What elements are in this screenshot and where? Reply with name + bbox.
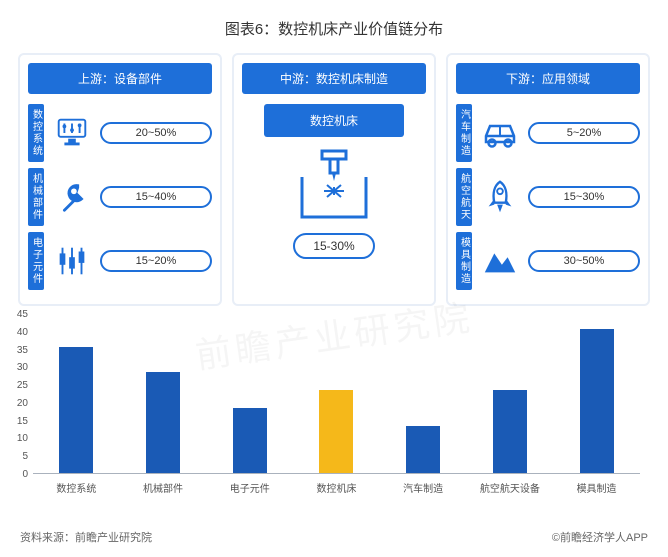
y-tick: 10 (10, 434, 28, 444)
downstream-item: 汽车制造 5~20% (456, 104, 640, 162)
midstream-column: 中游：数控机床制造 数控机床 15-30% (232, 53, 436, 306)
range-pill: 5~20% (528, 122, 640, 144)
downstream-item-label: 模具制造 (456, 232, 472, 290)
chart-plot (33, 312, 640, 474)
wrench-icon (50, 175, 94, 219)
y-tick: 5 (10, 452, 28, 462)
downstream-column: 下游：应用领域 汽车制造 5~20% 航空航天 (446, 53, 650, 306)
upstream-column: 上游：设备部件 数控系统 20~50% 机械部件 (18, 53, 222, 306)
upstream-item: 机械部件 15~40% (28, 168, 212, 226)
bar (146, 372, 180, 473)
bar (233, 408, 267, 473)
x-label: 数控机床 (306, 480, 366, 495)
y-tick: 15 (10, 417, 28, 427)
midstream-header: 中游：数控机床制造 (242, 63, 426, 94)
upstream-item: 数控系统 20~50% (28, 104, 212, 162)
downstream-item-label: 汽车制造 (456, 104, 472, 162)
upstream-item-label: 电子元件 (28, 232, 44, 290)
bar (580, 329, 614, 473)
downstream-header: 下游：应用领域 (456, 63, 640, 94)
footer: 资料来源：前瞻产业研究院 ©前瞻经济学人APP (0, 529, 668, 545)
upstream-header: 上游：设备部件 (28, 63, 212, 94)
x-label: 汽车制造 (393, 480, 453, 495)
y-tick: 0 (10, 470, 28, 480)
cnc-icon (289, 147, 379, 227)
source-text: 资料来源：前瞻产业研究院 (20, 529, 152, 545)
range-pill: 15~20% (100, 250, 212, 272)
bar (59, 347, 93, 473)
bar (406, 426, 440, 473)
y-tick: 35 (10, 346, 28, 356)
app-credit: ©前瞻经济学人APP (552, 529, 648, 545)
y-tick: 20 (10, 399, 28, 409)
midstream-label: 数控机床 (264, 104, 404, 137)
range-pill: 20~50% (100, 122, 212, 144)
downstream-item: 航空航天 15~30% (456, 168, 640, 226)
x-label: 机械部件 (133, 480, 193, 495)
x-label: 航空航天设备 (480, 480, 540, 495)
range-pill: 15-30% (293, 233, 374, 259)
upstream-item: 电子元件 15~20% (28, 232, 212, 290)
downstream-item: 模具制造 30~50% (456, 232, 640, 290)
chart-title: 图表6：数控机床产业价值链分布 (0, 0, 668, 53)
upstream-item-label: 数控系统 (28, 104, 44, 162)
x-axis-labels: 数控系统 机械部件 电子元件 数控机床 汽车制造 航空航天设备 模具制造 (33, 480, 640, 495)
bar (493, 390, 527, 473)
y-tick: 25 (10, 381, 28, 391)
range-pill: 30~50% (528, 250, 640, 272)
x-label: 模具制造 (567, 480, 627, 495)
value-chain-columns: 上游：设备部件 数控系统 20~50% 机械部件 (0, 53, 668, 306)
x-label: 电子元件 (220, 480, 280, 495)
mountain-icon (478, 239, 522, 283)
slider-icon (50, 111, 94, 155)
upstream-item-label: 机械部件 (28, 168, 44, 226)
x-label: 数控系统 (46, 480, 106, 495)
y-tick: 45 (10, 310, 28, 320)
y-axis: 051015202530354045 (10, 306, 28, 476)
car-icon (478, 111, 522, 155)
y-tick: 30 (10, 363, 28, 373)
candlestick-icon (50, 239, 94, 283)
midstream-content: 15-30% (242, 147, 426, 259)
downstream-item-label: 航空航天 (456, 168, 472, 226)
bar-chart: 0 5 10 15 20 25 30 35 40 45 数控系统 机械部件 电子元件 数控机床 汽车制造 航… (0, 306, 668, 516)
y-tick: 40 (10, 328, 28, 338)
bar (319, 390, 353, 473)
rocket-icon (478, 175, 522, 219)
range-pill: 15~30% (528, 186, 640, 208)
range-pill: 15~40% (100, 186, 212, 208)
